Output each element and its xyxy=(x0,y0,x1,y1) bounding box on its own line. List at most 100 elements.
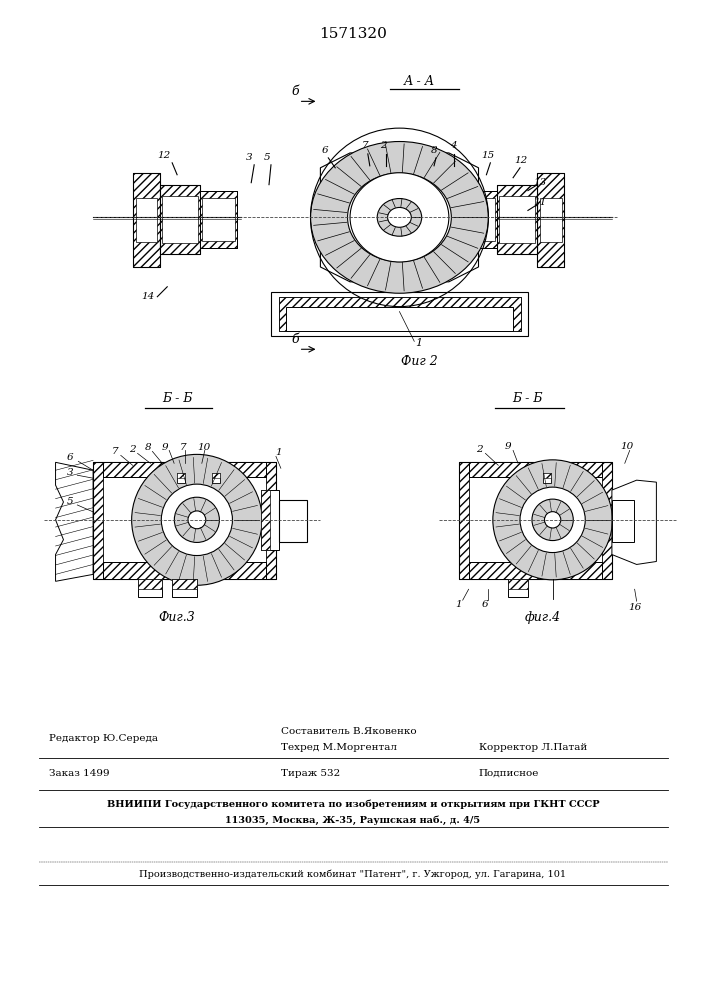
Text: 4: 4 xyxy=(450,141,457,150)
Text: 1: 1 xyxy=(416,338,423,348)
Text: 8: 8 xyxy=(145,443,152,452)
Bar xyxy=(497,185,537,254)
Bar xyxy=(93,462,276,579)
Text: А - А: А - А xyxy=(404,75,435,88)
Text: 6: 6 xyxy=(482,600,489,609)
Bar xyxy=(138,579,163,589)
Ellipse shape xyxy=(175,497,219,542)
Ellipse shape xyxy=(161,484,233,556)
Bar xyxy=(460,191,497,248)
Text: 6: 6 xyxy=(67,453,74,462)
Text: 5: 5 xyxy=(67,497,74,506)
Bar xyxy=(93,462,276,579)
Ellipse shape xyxy=(350,173,449,262)
Ellipse shape xyxy=(132,454,262,585)
Bar xyxy=(133,173,160,267)
Ellipse shape xyxy=(520,487,585,553)
Text: 11: 11 xyxy=(533,198,547,207)
Text: 10: 10 xyxy=(197,443,211,452)
Bar xyxy=(279,297,521,331)
Text: 7: 7 xyxy=(361,141,368,150)
Bar xyxy=(163,196,198,243)
Bar xyxy=(462,198,496,241)
Ellipse shape xyxy=(544,512,561,528)
Text: 7: 7 xyxy=(180,443,187,452)
Text: Б - Б: Б - Б xyxy=(162,392,192,405)
Ellipse shape xyxy=(387,207,411,227)
Text: 12: 12 xyxy=(158,151,171,160)
Text: 16: 16 xyxy=(628,603,641,612)
Text: 9: 9 xyxy=(505,442,511,451)
Text: ВНИИПИ Государственного комитета по изобретениям и открытиям при ГКНТ СССР: ВНИИПИ Государственного комитета по изоб… xyxy=(107,800,600,809)
Text: 15: 15 xyxy=(481,151,495,160)
Bar xyxy=(286,307,513,331)
Text: Б - Б: Б - Б xyxy=(513,392,543,405)
Bar xyxy=(103,562,266,579)
Bar xyxy=(211,473,220,483)
Text: Составитель В.Яковенко: Составитель В.Яковенко xyxy=(281,727,416,736)
Bar xyxy=(136,198,158,242)
Text: Тираж 532: Тираж 532 xyxy=(281,769,340,778)
Bar xyxy=(612,500,633,542)
Text: 14: 14 xyxy=(141,292,154,301)
Bar xyxy=(459,462,612,579)
Bar xyxy=(271,292,528,336)
Text: 10: 10 xyxy=(620,442,633,451)
Text: 13: 13 xyxy=(533,178,547,187)
Ellipse shape xyxy=(493,460,612,580)
Text: 2: 2 xyxy=(380,141,387,150)
Ellipse shape xyxy=(188,511,206,529)
Text: 5: 5 xyxy=(264,153,270,162)
Text: 3: 3 xyxy=(246,153,252,162)
Bar xyxy=(469,562,602,579)
Text: Редактор Ю.Середа: Редактор Ю.Середа xyxy=(49,734,158,743)
Bar xyxy=(537,173,564,267)
Bar xyxy=(211,473,220,478)
Text: 1: 1 xyxy=(455,600,462,609)
Bar xyxy=(173,579,197,597)
Bar xyxy=(459,462,612,579)
Bar xyxy=(200,191,238,248)
Bar xyxy=(469,473,602,568)
Bar xyxy=(279,500,307,542)
Text: 3: 3 xyxy=(67,468,74,477)
Bar xyxy=(173,579,197,589)
Text: Фиг 2: Фиг 2 xyxy=(401,355,438,368)
Text: Подписное: Подписное xyxy=(479,769,539,778)
Ellipse shape xyxy=(310,142,489,293)
Bar xyxy=(497,185,537,254)
Bar xyxy=(279,297,521,331)
Bar xyxy=(177,473,185,478)
Bar xyxy=(261,490,270,550)
Bar xyxy=(103,473,266,568)
Bar xyxy=(160,185,200,254)
Text: 8: 8 xyxy=(431,146,438,155)
Text: 6: 6 xyxy=(322,146,329,155)
Text: 9: 9 xyxy=(162,443,168,452)
Text: фиг.4: фиг.4 xyxy=(525,611,561,624)
Bar xyxy=(469,462,602,477)
Bar xyxy=(177,473,185,483)
Bar xyxy=(200,191,238,248)
Bar xyxy=(460,191,497,248)
Text: 113035, Москва, Ж-35, Раушская наб., д. 4/5: 113035, Москва, Ж-35, Раушская наб., д. … xyxy=(226,816,481,825)
Bar xyxy=(138,579,163,597)
Bar xyxy=(469,562,602,579)
Text: 7: 7 xyxy=(112,447,118,456)
Bar xyxy=(499,196,534,243)
Bar xyxy=(508,579,528,597)
Bar xyxy=(469,462,602,477)
Bar xyxy=(133,173,160,267)
Ellipse shape xyxy=(532,499,573,541)
Bar xyxy=(201,198,235,241)
Polygon shape xyxy=(320,153,479,282)
Bar xyxy=(539,198,561,242)
Text: 1: 1 xyxy=(276,448,282,457)
Polygon shape xyxy=(612,480,656,564)
Text: 1571320: 1571320 xyxy=(319,27,387,41)
Bar xyxy=(261,490,279,550)
Bar xyxy=(160,185,200,254)
Text: Заказ 1499: Заказ 1499 xyxy=(49,769,110,778)
Text: 2: 2 xyxy=(129,445,136,454)
Bar xyxy=(103,562,266,579)
